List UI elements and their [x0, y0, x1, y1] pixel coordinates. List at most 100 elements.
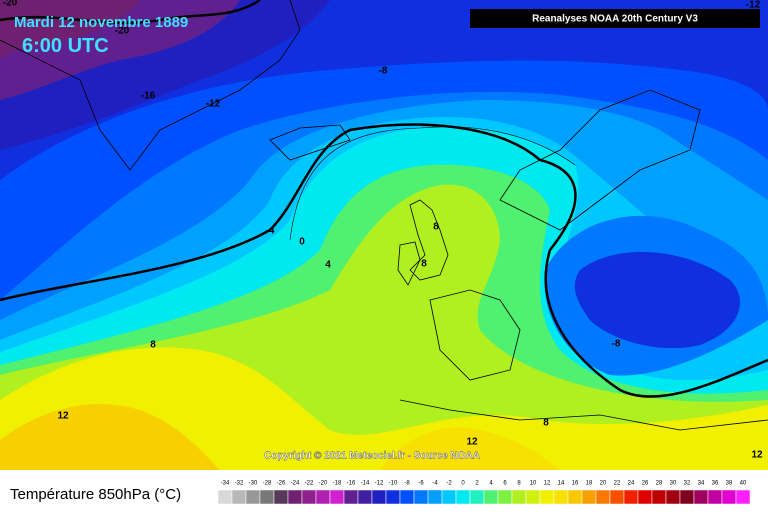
contour-label: 4 — [325, 260, 331, 271]
scale-swatch — [693, 489, 709, 505]
scale-swatch — [679, 489, 695, 505]
scale-label: 8 — [517, 481, 521, 487]
field-14b — [380, 427, 560, 470]
coastline — [269, 124, 351, 161]
scale-swatch — [441, 489, 457, 505]
scale-swatch — [273, 489, 289, 505]
scale-swatch — [245, 489, 261, 505]
contour-label: -12 — [746, 0, 761, 11]
scale-swatch — [259, 489, 275, 505]
scale-label: 36 — [712, 481, 719, 487]
scale-swatch — [287, 489, 303, 505]
color-scale: -34 -32 -30 -28 -26 -24 -22 -20 -18 -16 -14 -12 -10-… — [217, 481, 751, 505]
contour-label: -12 — [206, 99, 221, 110]
scale-label: 32 — [684, 481, 691, 487]
scale-swatch — [455, 489, 471, 505]
scale-label: -8 — [404, 481, 410, 487]
scale-swatch — [399, 489, 415, 505]
coastline — [0, 0, 301, 171]
scale-label: -24 — [291, 481, 300, 487]
legend-title: Température 850hPa (°C) — [10, 486, 181, 503]
contour-label: 8 — [421, 259, 427, 270]
copyright: Copyright © 2021 Meteociel.fr - Source N… — [264, 451, 480, 462]
scale-label: -30 — [249, 481, 258, 487]
scale-label: -4 — [432, 481, 438, 487]
scale-swatch — [581, 489, 597, 505]
scale-label: 24 — [628, 481, 635, 487]
source-box — [470, 9, 760, 28]
scale-label: -32 — [235, 481, 244, 487]
date-title: Mardi 12 novembre 1889 — [14, 14, 188, 31]
scale-swatch — [595, 489, 611, 505]
scale-label: 38 — [726, 481, 733, 487]
scale-label: 18 — [586, 481, 593, 487]
minus20-isotherm — [0, 0, 261, 25]
scale-swatch — [231, 489, 247, 505]
isotherm — [289, 126, 576, 241]
scale-swatch — [483, 489, 499, 505]
scale-swatch — [609, 489, 625, 505]
scale-label: -2 — [446, 481, 452, 487]
contour-label: -4 — [266, 226, 275, 237]
scale-swatch — [707, 489, 723, 505]
scale-label: -6 — [418, 481, 424, 487]
field-14 — [0, 404, 220, 470]
scale-label: -22 — [305, 481, 314, 487]
scale-label: -20 — [319, 481, 328, 487]
scale-swatch — [497, 489, 513, 505]
field-minus20 — [0, 0, 140, 60]
coastline — [429, 289, 521, 381]
scale-swatch — [567, 489, 583, 505]
scale-swatch — [217, 489, 233, 505]
scale-swatch — [371, 489, 387, 505]
scale-swatch — [427, 489, 443, 505]
scale-label: 40 — [740, 481, 747, 487]
scale-swatch — [357, 489, 373, 505]
time-title: 6:00 UTC — [22, 35, 109, 57]
scale-label: 0 — [461, 481, 465, 487]
scale-label: 16 — [572, 481, 579, 487]
contour-label: 8 — [543, 418, 549, 429]
scale-label: -18 — [333, 481, 342, 487]
scale-label: 20 — [600, 481, 607, 487]
scale-swatch — [623, 489, 639, 505]
scale-swatch — [329, 489, 345, 505]
coastline — [409, 199, 449, 281]
scale-swatch — [413, 489, 429, 505]
contour-label: 12 — [466, 437, 478, 448]
scale-label: 10 — [530, 481, 537, 487]
map: -20 -20 -16 -12 -8 -12 -4 0 4 8 12 8 8 -… — [0, 0, 768, 471]
scale-label: 28 — [656, 481, 663, 487]
scale-label: 12 — [544, 481, 551, 487]
contour-label: -8 — [379, 66, 388, 77]
scale-swatch — [301, 489, 317, 505]
scale-swatch — [385, 489, 401, 505]
scale-swatch — [665, 489, 681, 505]
scale-label: -10 — [389, 481, 398, 487]
coastline — [397, 241, 421, 286]
scale-swatch — [637, 489, 653, 505]
scale-label: -26 — [277, 481, 286, 487]
scale-label: 4 — [489, 481, 493, 487]
scale-swatch — [525, 489, 541, 505]
contour-label: 0 — [299, 237, 305, 248]
scale-label: 2 — [475, 481, 479, 487]
scale-swatch — [721, 489, 737, 505]
contour-label: 8 — [150, 340, 156, 351]
scale-swatch — [735, 489, 751, 505]
scale-label: -12 — [375, 481, 384, 487]
scale-label: -14 — [361, 481, 370, 487]
cold-core — [574, 251, 740, 349]
scale-label: 26 — [642, 481, 649, 487]
scale-swatch — [343, 489, 359, 505]
coastline — [399, 399, 768, 431]
scale-label: 6 — [503, 481, 507, 487]
field-12 — [0, 347, 768, 470]
scale-swatch — [539, 489, 555, 505]
scale-label: 30 — [670, 481, 677, 487]
scale-label: -16 — [347, 481, 356, 487]
contour-label: -20 — [3, 0, 18, 9]
contour-label: 8 — [433, 222, 439, 233]
scale-swatch — [315, 489, 331, 505]
scale-label: -34 — [221, 481, 230, 487]
